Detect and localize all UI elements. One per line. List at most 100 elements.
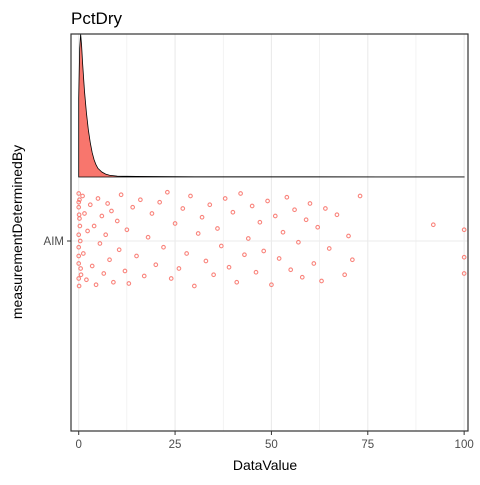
- data-point: [76, 283, 82, 289]
- data-point: [342, 272, 348, 278]
- axis-layer: 0 25 50 75 100 AIM: [44, 236, 474, 451]
- data-point: [195, 231, 201, 236]
- data-point: [276, 256, 282, 261]
- data-point: [118, 192, 124, 198]
- data-point: [350, 257, 355, 263]
- data-point: [168, 276, 174, 281]
- data-point: [245, 236, 251, 241]
- data-point: [299, 274, 305, 280]
- data-point: [176, 266, 182, 271]
- data-point: [253, 269, 259, 275]
- panel-border: [70, 33, 469, 432]
- data-point: [269, 282, 274, 288]
- x-axis-label: DataValue: [233, 457, 298, 473]
- data-point: [130, 204, 136, 210]
- data-point: [319, 278, 324, 284]
- data-point: [238, 191, 243, 196]
- data-point: [111, 279, 116, 285]
- data-point: [138, 197, 143, 203]
- data-point: [77, 223, 83, 229]
- data-point: [461, 254, 467, 260]
- points-layer: [76, 189, 467, 289]
- data-point: [461, 227, 467, 233]
- data-point: [76, 232, 82, 238]
- data-point: [180, 206, 186, 211]
- x-tick-label: 25: [169, 439, 182, 451]
- data-point: [430, 222, 436, 228]
- data-point: [284, 194, 290, 200]
- data-point: [334, 212, 340, 218]
- data-point: [76, 253, 82, 259]
- data-point: [145, 234, 151, 240]
- data-point: [199, 214, 205, 220]
- grid-layer: [71, 34, 468, 431]
- data-point: [242, 252, 247, 258]
- data-point: [296, 239, 301, 245]
- data-point: [114, 218, 120, 224]
- data-point: [165, 189, 170, 195]
- data-point: [292, 207, 297, 213]
- x-tick-label: 50: [265, 439, 278, 451]
- density-layer: [78, 33, 465, 178]
- data-point: [126, 281, 132, 286]
- data-point: [91, 223, 97, 229]
- y-axis-label: measurementDeterminedBy: [9, 145, 25, 319]
- data-point: [76, 261, 82, 266]
- data-point: [230, 209, 236, 215]
- data-point: [257, 219, 263, 225]
- data-point: [76, 244, 82, 250]
- data-point: [76, 276, 82, 281]
- data-point: [99, 213, 105, 219]
- data-point: [103, 232, 109, 238]
- data-point: [234, 279, 240, 285]
- data-point: [315, 224, 321, 230]
- data-point: [218, 243, 224, 249]
- data-point: [76, 204, 82, 210]
- data-point: [116, 247, 122, 253]
- data-point: [78, 272, 84, 278]
- data-point: [107, 257, 112, 263]
- data-point: [311, 261, 317, 266]
- data-point: [95, 196, 101, 201]
- data-point: [203, 258, 209, 264]
- data-point: [226, 264, 232, 270]
- data-point: [89, 263, 95, 269]
- data-point: [272, 213, 278, 219]
- data-point: [82, 211, 87, 216]
- data-point: [191, 283, 197, 289]
- data-point: [124, 227, 130, 233]
- data-point: [249, 203, 255, 209]
- data-point: [461, 271, 467, 276]
- data-point: [207, 202, 213, 208]
- x-tick-label: 100: [455, 439, 474, 451]
- density-area: [78, 33, 465, 178]
- data-point: [77, 216, 82, 221]
- data-point: [280, 229, 286, 235]
- data-point: [80, 251, 86, 256]
- data-point: [93, 282, 99, 288]
- data-point: [105, 201, 110, 206]
- data-point: [76, 191, 82, 196]
- data-point: [357, 193, 363, 199]
- x-tick-label: 75: [361, 439, 374, 451]
- data-point: [101, 271, 107, 276]
- data-point: [215, 226, 220, 231]
- x-tick-label: 0: [76, 439, 82, 451]
- data-point: [188, 193, 193, 199]
- y-tick-label: AIM: [44, 236, 64, 248]
- data-point: [149, 211, 155, 216]
- data-point: [346, 233, 351, 239]
- data-point: [141, 273, 147, 279]
- data-point: [323, 206, 328, 211]
- data-point: [157, 199, 163, 205]
- data-point: [153, 262, 159, 268]
- data-point: [109, 208, 114, 214]
- data-point: [172, 221, 178, 226]
- data-point: [288, 267, 294, 273]
- data-point: [222, 196, 228, 201]
- data-point: [307, 201, 313, 206]
- data-point: [80, 193, 85, 199]
- data-point: [76, 199, 82, 205]
